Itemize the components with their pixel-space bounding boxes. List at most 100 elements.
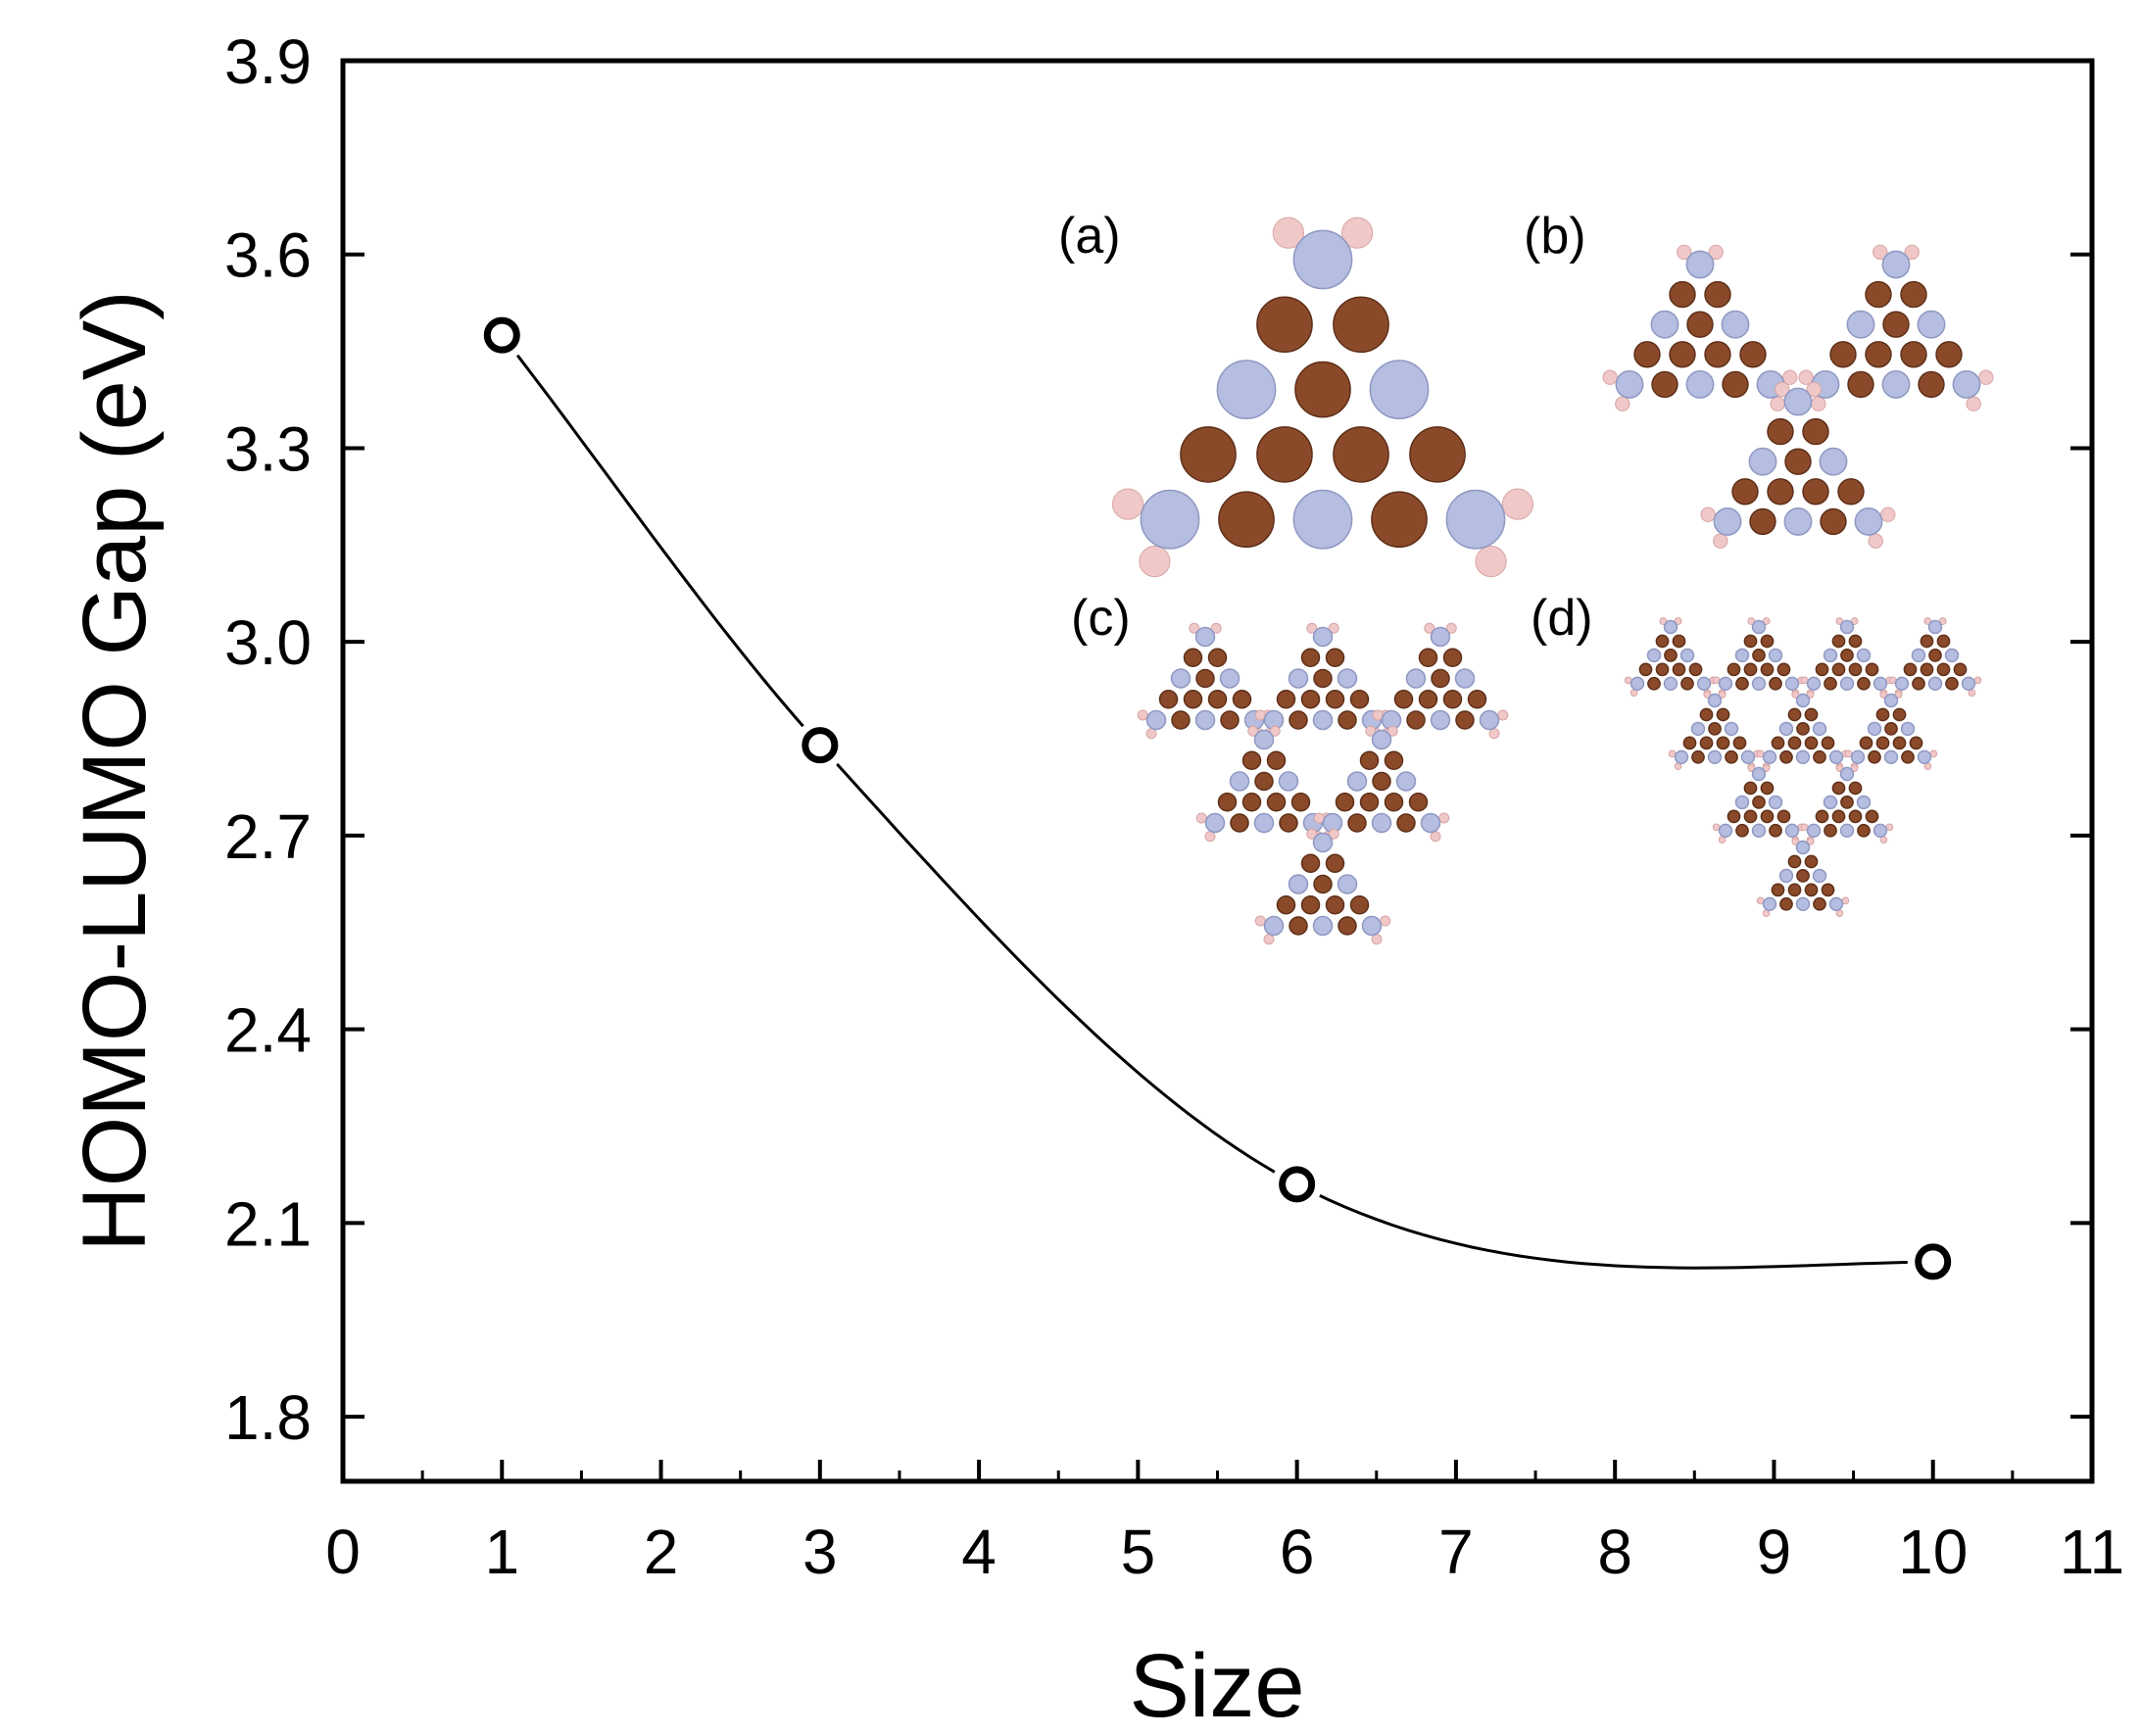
nitrogen-atom [1651, 370, 1678, 399]
hydrogen-atom [1137, 709, 1148, 721]
nitrogen-atom [1884, 722, 1898, 736]
x-tick-label: 2 [644, 1517, 679, 1587]
x-tick-label: 10 [1898, 1517, 1968, 1587]
carbon-atom [1679, 648, 1695, 663]
y-tick-label: 2.1 [224, 1188, 312, 1259]
nitrogen-atom [1868, 749, 1881, 764]
nitrogen-atom [1455, 710, 1475, 730]
carbon-atom [1337, 874, 1358, 894]
nitrogen-atom [1831, 809, 1846, 824]
nitrogen-atom [1813, 896, 1826, 911]
nitrogen-atom [1333, 426, 1389, 483]
hydrogen-atom [1139, 546, 1171, 578]
nitrogen-atom [1892, 736, 1907, 750]
hydrogen-atom [1850, 764, 1859, 772]
nitrogen-atom [1865, 809, 1879, 824]
x-tick-label: 11 [2060, 1517, 2124, 1587]
carbon-atom [1839, 619, 1855, 635]
x-tick-label: 9 [1757, 1517, 1792, 1587]
x-axis-title: Size [1130, 1636, 1305, 1736]
nitrogen-atom [1945, 676, 1959, 691]
carbon-atom [1917, 310, 1946, 339]
hydrogen-atom [1791, 691, 1800, 699]
nitrogen-atom [1256, 426, 1313, 483]
nitrogen-atom [1325, 648, 1345, 667]
nitrogen-atom [1335, 793, 1355, 812]
carbon-atom [1615, 369, 1644, 399]
nitrogen-atom [1953, 662, 1968, 677]
carbon-atom [1795, 693, 1811, 708]
hydrogen-atom [1782, 369, 1798, 385]
y-tick-label: 1.8 [224, 1382, 312, 1453]
carbon-atom [1288, 874, 1309, 894]
nitrogen-atom [1704, 341, 1731, 368]
carbon-atom [1881, 250, 1911, 279]
hydrogen-atom [1430, 831, 1441, 843]
nitrogen-atom [1347, 813, 1367, 833]
carbon-atom [1312, 915, 1334, 937]
carbon-atom [1288, 668, 1309, 689]
nitrogen-atom [1865, 662, 1879, 677]
carbon-atom [1718, 676, 1733, 692]
nitrogen-atom [1688, 662, 1703, 677]
carbon-atom [1850, 749, 1866, 765]
carbon-atom [1828, 749, 1844, 765]
nitrogen-atom [1467, 690, 1487, 709]
carbon-atom [1927, 619, 1943, 635]
molecule-d-image [1624, 617, 1982, 918]
nitrogen-atom [1875, 736, 1890, 750]
nitrogen-atom [1218, 491, 1275, 549]
carbon-atom [1812, 721, 1827, 737]
nitrogen-atom [1727, 809, 1741, 824]
nitrogen-atom [1771, 883, 1785, 897]
x-tick-label: 6 [1280, 1517, 1315, 1587]
nitrogen-atom [1290, 793, 1311, 812]
nitrogen-atom [1180, 426, 1237, 483]
carbon-atom [1663, 676, 1678, 692]
data-point [1279, 1166, 1316, 1203]
carbon-atom [1312, 709, 1334, 731]
carbon-atom [1216, 360, 1277, 419]
nitrogen-atom [1840, 796, 1854, 809]
nitrogen-atom [1442, 648, 1463, 667]
nitrogen-atom [1384, 793, 1404, 812]
plot-frame [340, 58, 2095, 1484]
nitrogen-atom [1241, 750, 1262, 770]
hydrogen-atom [1835, 764, 1844, 772]
nitrogen-atom [1418, 648, 1438, 667]
nitrogen-atom [1760, 781, 1775, 796]
nitrogen-atom [1779, 896, 1793, 911]
hydrogen-atom [1770, 396, 1785, 411]
carbon-atom [1748, 447, 1777, 476]
hydrogen-atom [1703, 691, 1712, 699]
nitrogen-atom [1664, 649, 1678, 662]
carbon-atom [1629, 676, 1645, 692]
carbon-atom [1795, 896, 1811, 912]
carbon-atom [1724, 721, 1739, 737]
hydrogen-atom [1497, 709, 1509, 721]
nitrogen-atom [1875, 707, 1890, 722]
nitrogen-atom [1848, 781, 1863, 796]
carbon-atom [1194, 626, 1216, 648]
carbon-atom [1872, 676, 1888, 692]
carbon-atom [1371, 729, 1392, 750]
nitrogen-atom [1840, 649, 1854, 662]
carbon-atom [1369, 360, 1430, 419]
data-point [1915, 1243, 1952, 1280]
hydrogen-atom [1762, 617, 1771, 625]
nitrogen-atom [1743, 809, 1758, 824]
nitrogen-atom [1771, 736, 1785, 750]
nitrogen-atom [1256, 296, 1313, 354]
nitrogen-atom [1372, 771, 1391, 792]
hydrogen-atom [1263, 934, 1275, 945]
y-tick-label: 2.7 [224, 801, 312, 872]
carbon-atom [1911, 648, 1926, 663]
nitrogen-atom [1787, 854, 1802, 869]
carbon-atom [1881, 369, 1911, 399]
data-points [476, 310, 1959, 1287]
carbon-atom [1292, 489, 1353, 550]
hydrogen-atom [1195, 812, 1207, 824]
molecule-b-image [1602, 244, 1994, 549]
nitrogen-atom [1829, 341, 1857, 368]
